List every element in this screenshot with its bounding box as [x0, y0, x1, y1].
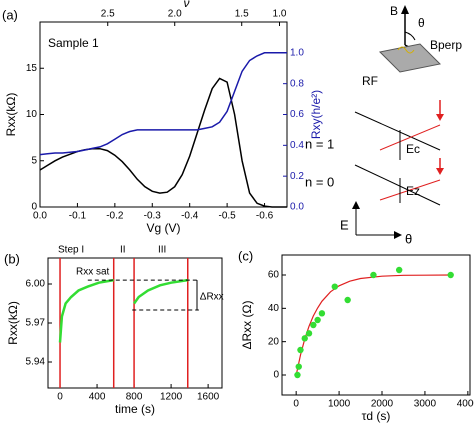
- annotation: Step I: [58, 245, 84, 256]
- y-axis-label: ΔRxx (Ω): [240, 301, 254, 350]
- x2-tick-label: 2.0: [168, 9, 182, 20]
- x-tick-label: -0.3: [144, 211, 162, 222]
- x2-tick-label: 2.5: [101, 9, 115, 20]
- x-tick-label: 1000: [328, 399, 351, 410]
- y-tick-label: 0: [273, 370, 279, 381]
- theta-arc: [404, 31, 416, 41]
- diagram-label: θ: [418, 16, 425, 30]
- y2-tick-label: 0.2: [290, 171, 304, 182]
- schematic: [352, 5, 444, 239]
- y-tick-label: 5.97: [26, 318, 46, 329]
- y-tick-label: 15: [26, 63, 38, 74]
- panel-label: (c): [238, 248, 253, 263]
- data-point: [297, 346, 304, 354]
- x2-tick-label: 1.5: [235, 9, 249, 20]
- y2-axis-label: Rxy(h/e²): [309, 90, 323, 139]
- annotation: III: [158, 245, 166, 256]
- level: [379, 179, 441, 201]
- panel-label: (b): [4, 251, 20, 266]
- level: [354, 111, 441, 151]
- theta-axis-head: [394, 231, 402, 239]
- b-arrow-head: [401, 5, 409, 14]
- data-point: [301, 335, 308, 342]
- data-point: [294, 371, 301, 379]
- x-tick-label: -0.6: [256, 211, 274, 222]
- y2-tick-label: 0.4: [290, 140, 304, 151]
- y-tick-label: 20: [268, 336, 280, 347]
- data-line: [39, 52, 287, 156]
- x-tick-label: -0.4: [181, 211, 199, 222]
- annotation: Sample 1: [48, 36, 99, 50]
- plot-frame: [47, 257, 223, 389]
- y-tick-label: 5: [31, 155, 37, 166]
- x-tick-label: -0.1: [69, 211, 87, 222]
- x-axis-label: Vg (V): [146, 221, 180, 235]
- x-tick-label: 3000: [414, 399, 437, 410]
- x-tick-label: 0: [293, 399, 299, 410]
- diagram-label: RF: [362, 74, 378, 88]
- x2-tick-label: 1.0: [273, 9, 287, 20]
- data-point: [395, 266, 403, 274]
- diagram-label: θ: [405, 231, 412, 246]
- diagram-label: Ez: [406, 184, 420, 198]
- level: [379, 124, 441, 151]
- plot-frame: [281, 254, 471, 396]
- x-axis-label: time (s): [115, 402, 155, 416]
- y2-tick-label: 0.8: [290, 78, 304, 89]
- diagram-label: E: [340, 217, 349, 232]
- data-point: [344, 296, 351, 304]
- annotation: II: [120, 245, 126, 256]
- x-tick-label: 1600: [197, 392, 220, 403]
- x-tick-label: -0.5: [219, 211, 237, 222]
- data-line: [58, 278, 188, 343]
- y-tick-label: 5.94: [26, 357, 46, 368]
- y2-tick-label: 0.0: [290, 202, 304, 213]
- y-tick-label: 0: [31, 202, 37, 213]
- diagram-label: B: [390, 4, 398, 18]
- data-point: [314, 316, 321, 324]
- annotation: Rxx sat: [76, 267, 110, 278]
- y-axis-label: Rxx(kΩ): [6, 301, 20, 345]
- data-point: [310, 321, 317, 329]
- y-axis-label: Rxx(kΩ): [4, 93, 18, 137]
- data-point: [318, 310, 326, 317]
- data-line: [39, 77, 287, 208]
- panel-label: (a): [2, 7, 18, 22]
- y2-tick-label: 1.0: [290, 47, 304, 58]
- annotation: ΔRxx: [200, 292, 224, 303]
- rf-coil: [397, 46, 415, 54]
- e-axis-head: [352, 201, 360, 209]
- x-tick-label: 0.0: [33, 211, 47, 222]
- level: [354, 164, 441, 206]
- x-tick-label: 2000: [371, 399, 394, 410]
- data-point: [331, 283, 338, 290]
- x-tick-label: -0.2: [106, 211, 124, 222]
- diagram-label: Ec: [406, 142, 420, 156]
- spin-arrow-head: [436, 114, 444, 121]
- y2-tick-label: 0.6: [290, 109, 304, 120]
- x-tick-label: 0: [57, 392, 63, 403]
- data-point: [305, 330, 313, 337]
- sample-plate: [378, 43, 442, 73]
- data-point: [295, 363, 302, 370]
- x-tick-label: 800: [126, 392, 143, 403]
- data-point: [447, 271, 454, 279]
- x-tick-label: 400: [89, 392, 106, 403]
- diagram-label: n = 1: [305, 136, 334, 151]
- y-tick-label: 60: [268, 270, 280, 281]
- x2-axis-label: ν: [184, 0, 190, 10]
- y-tick-label: 6.00: [26, 279, 46, 290]
- data-point: [370, 271, 377, 279]
- y-tick-label: 40: [268, 303, 280, 314]
- fit-line: [295, 274, 451, 376]
- y-tick-label: 10: [26, 109, 38, 120]
- diagram-label: Bperp: [430, 38, 462, 52]
- diagram-label: n = 0: [305, 174, 334, 189]
- spin-arrow-head: [436, 168, 444, 175]
- x-tick-label: 1200: [160, 392, 183, 403]
- x-axis-label: τd (s): [362, 409, 391, 423]
